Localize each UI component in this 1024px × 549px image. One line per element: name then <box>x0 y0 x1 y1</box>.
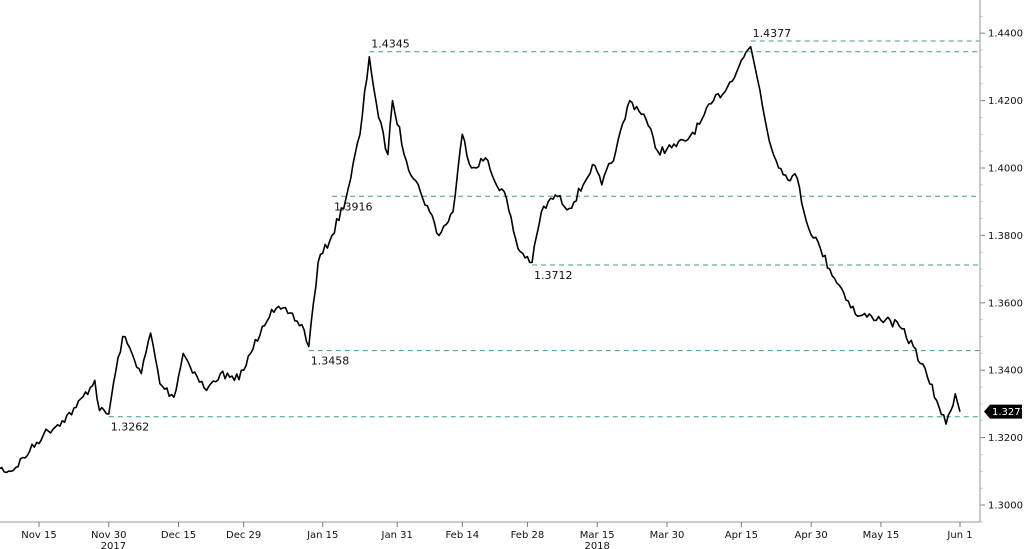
x-tick-label: Nov 15 <box>21 530 56 541</box>
year-label: 2018 <box>584 541 609 549</box>
x-tick-label: Jan 31 <box>381 530 413 541</box>
reference-lines <box>108 40 980 418</box>
y-tick-label: 1.3200 <box>988 433 1023 444</box>
level-annotation: 1.4345 <box>371 38 410 51</box>
y-axis: 1.3000 1.3200 1.3400 1.3600 1.3800 1.4000 1.42… <box>979 0 1023 523</box>
x-tick-label: Mar 15 <box>580 530 615 541</box>
y-tick-label: 1.3400 <box>988 366 1023 377</box>
x-axis: Nov 15 Nov 30 Dec 15 Dec 29 Jan 15 Jan 31 Feb … <box>0 521 980 549</box>
x-tick-label: Jun 1 <box>946 530 972 541</box>
y-tick-label: 1.4000 <box>988 164 1023 175</box>
x-tick-label: May 15 <box>863 530 900 541</box>
year-label: 2017 <box>101 541 126 549</box>
x-tick-label: Nov 30 <box>91 530 126 541</box>
x-tick-label: Dec 15 <box>161 530 196 541</box>
x-tick-label: Apr 30 <box>795 530 828 541</box>
last-value-label: 1.3277 <box>992 407 1024 418</box>
x-tick-label: Feb 28 <box>511 530 545 541</box>
level-annotation: 1.3458 <box>311 355 350 368</box>
x-tick-label: Jan 15 <box>306 530 338 541</box>
last-value-badge <box>984 404 1022 419</box>
price-series <box>0 45 961 474</box>
y-tick-label: 1.3800 <box>988 231 1023 242</box>
x-tick-label: Mar 30 <box>650 530 685 541</box>
x-tick-label: Dec 29 <box>226 530 261 541</box>
y-tick-label: 1.3600 <box>988 298 1023 309</box>
level-annotation: 1.4377 <box>753 27 792 40</box>
x-tick-label: Feb 14 <box>445 530 479 541</box>
price-line <box>0 45 961 474</box>
level-annotation: 1.3712 <box>534 269 573 282</box>
x-tick-label: Apr 15 <box>725 530 758 541</box>
level-annotation: 1.3916 <box>334 200 373 213</box>
y-tick-label: 1.3000 <box>988 501 1023 512</box>
level-annotations: 1.4377 1.4345 1.3916 1.3712 1.3458 1.3262 <box>111 27 791 434</box>
last-value-marker: 1.3277 <box>984 404 1024 419</box>
y-tick-label: 1.4400 <box>988 29 1023 40</box>
level-annotation: 1.3262 <box>111 421 150 434</box>
y-tick-label: 1.4200 <box>988 96 1023 107</box>
